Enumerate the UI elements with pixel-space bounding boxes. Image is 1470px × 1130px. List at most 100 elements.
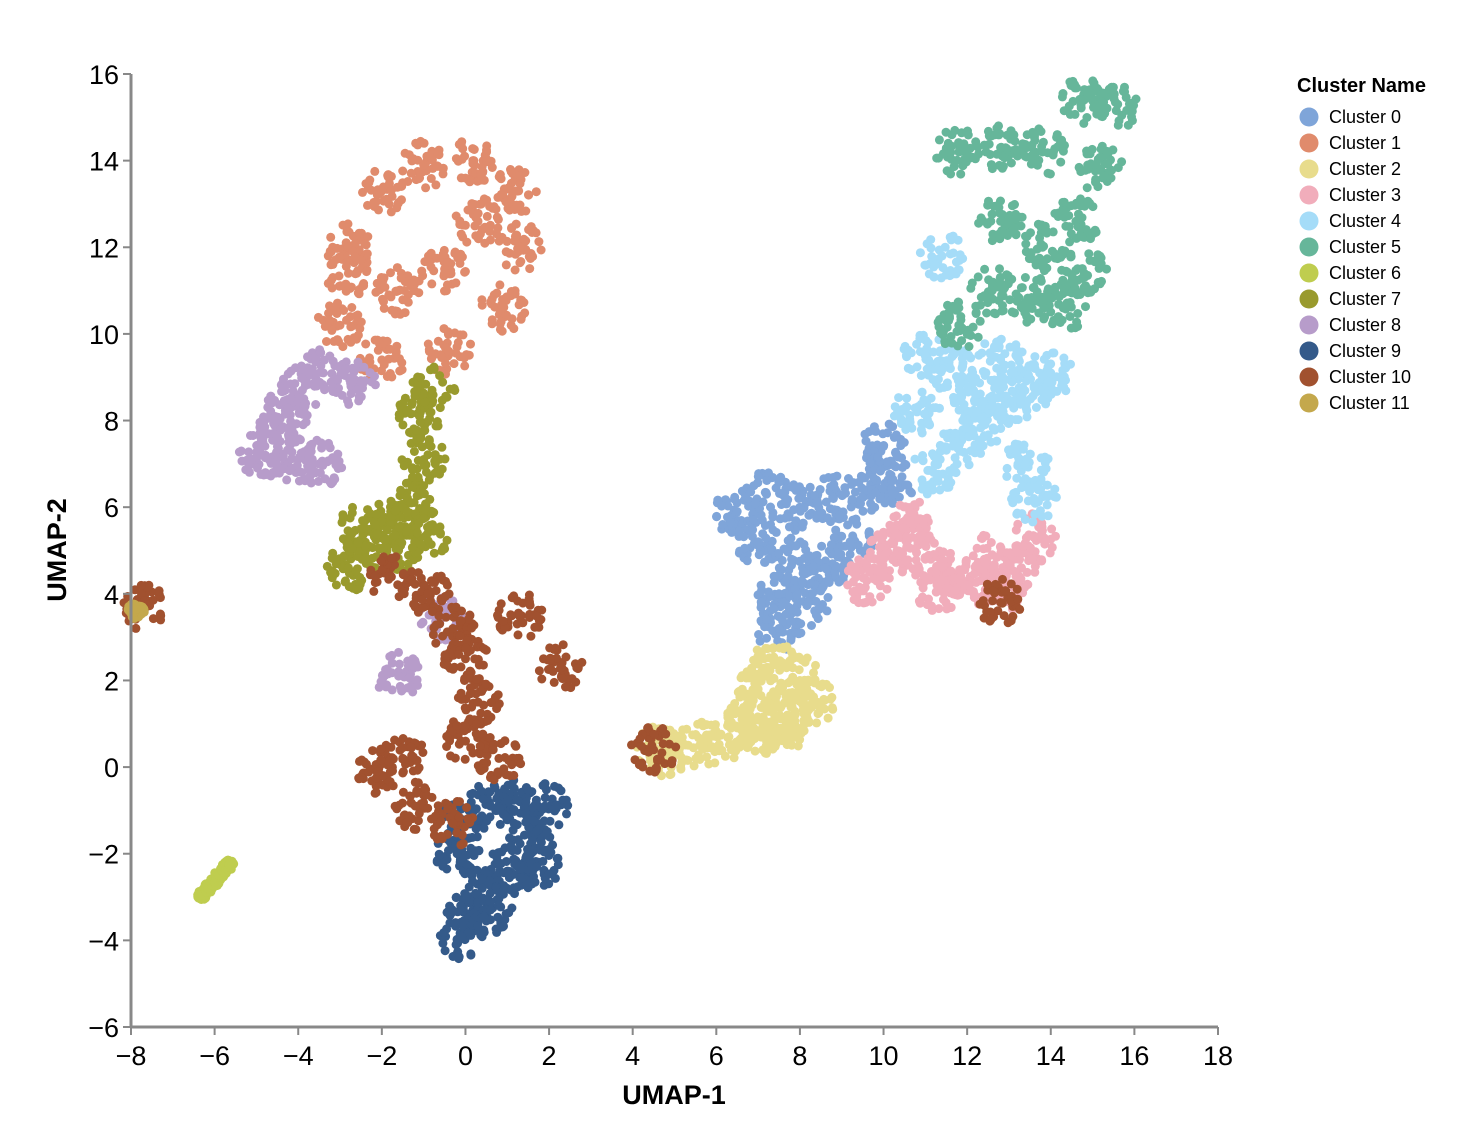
data-point bbox=[341, 261, 351, 271]
data-point bbox=[1012, 508, 1022, 518]
data-point bbox=[343, 268, 353, 278]
data-point bbox=[284, 425, 294, 434]
data-point bbox=[255, 428, 265, 437]
data-point bbox=[432, 417, 442, 426]
data-point bbox=[824, 578, 834, 587]
data-point bbox=[1040, 464, 1050, 474]
data-point bbox=[471, 846, 481, 856]
data-point bbox=[774, 589, 784, 599]
data-point bbox=[798, 518, 808, 528]
data-point bbox=[1026, 228, 1035, 238]
data-point bbox=[954, 147, 964, 157]
data-point bbox=[801, 691, 811, 701]
data-point bbox=[458, 330, 468, 340]
data-point bbox=[506, 291, 516, 301]
data-point bbox=[384, 290, 394, 300]
data-point bbox=[473, 216, 483, 226]
data-point bbox=[362, 267, 371, 277]
data-point bbox=[912, 548, 921, 558]
data-point bbox=[778, 723, 788, 733]
data-point bbox=[735, 724, 745, 734]
data-point bbox=[995, 234, 1005, 244]
data-point bbox=[804, 676, 814, 685]
data-point bbox=[790, 575, 800, 585]
data-point bbox=[1020, 273, 1030, 282]
data-point bbox=[406, 498, 416, 508]
data-point bbox=[929, 272, 939, 282]
data-point bbox=[982, 308, 992, 318]
data-point bbox=[934, 135, 944, 145]
data-point bbox=[464, 898, 474, 908]
data-point bbox=[1047, 542, 1057, 552]
data-point bbox=[515, 171, 525, 181]
data-point bbox=[880, 541, 890, 551]
data-point bbox=[529, 816, 539, 826]
data-point bbox=[1007, 201, 1017, 211]
data-point bbox=[768, 512, 778, 522]
data-point bbox=[929, 538, 939, 548]
data-point bbox=[998, 406, 1008, 416]
data-point bbox=[536, 245, 546, 255]
data-point bbox=[834, 511, 844, 521]
data-point bbox=[1058, 365, 1068, 375]
data-point bbox=[934, 153, 943, 163]
data-point bbox=[455, 258, 465, 268]
data-point bbox=[799, 567, 809, 577]
data-point bbox=[326, 232, 336, 242]
data-point bbox=[902, 532, 912, 542]
data-point bbox=[820, 563, 830, 573]
data-point bbox=[358, 281, 368, 291]
data-point bbox=[1128, 99, 1138, 109]
data-point bbox=[356, 524, 366, 534]
data-point bbox=[380, 535, 390, 545]
data-point bbox=[369, 586, 379, 596]
data-point bbox=[1042, 492, 1052, 502]
data-point bbox=[409, 447, 419, 456]
data-point bbox=[953, 265, 963, 275]
data-point bbox=[919, 571, 929, 581]
data-point bbox=[224, 860, 234, 870]
data-point bbox=[324, 308, 333, 318]
data-point bbox=[903, 481, 913, 490]
data-point bbox=[774, 624, 784, 633]
data-point bbox=[256, 437, 266, 447]
data-point bbox=[360, 516, 370, 526]
data-point bbox=[787, 740, 797, 750]
data-point bbox=[485, 896, 495, 906]
data-point bbox=[293, 455, 303, 464]
data-point bbox=[1118, 86, 1128, 96]
data-point bbox=[431, 620, 441, 630]
data-point bbox=[455, 220, 465, 229]
data-point bbox=[915, 248, 925, 258]
data-point bbox=[903, 345, 913, 355]
data-point bbox=[1061, 221, 1071, 231]
data-point bbox=[325, 315, 335, 325]
data-point bbox=[1064, 101, 1074, 111]
data-point bbox=[776, 472, 786, 482]
data-point bbox=[348, 377, 358, 387]
data-point bbox=[542, 827, 552, 836]
data-point bbox=[921, 260, 931, 270]
data-point bbox=[817, 541, 827, 551]
data-point bbox=[470, 200, 480, 209]
data-point bbox=[294, 408, 304, 418]
data-point bbox=[884, 573, 894, 583]
data-point bbox=[414, 288, 424, 298]
data-point bbox=[742, 556, 752, 566]
data-point bbox=[946, 148, 956, 158]
data-point bbox=[435, 522, 445, 532]
data-point bbox=[781, 689, 791, 699]
data-point bbox=[952, 155, 962, 165]
data-point bbox=[532, 826, 542, 836]
data-point bbox=[487, 163, 497, 172]
data-point bbox=[954, 320, 964, 330]
data-point bbox=[331, 580, 341, 590]
data-point bbox=[1029, 533, 1039, 542]
data-point bbox=[266, 458, 276, 468]
data-point bbox=[451, 602, 461, 612]
data-point bbox=[440, 591, 450, 601]
data-point bbox=[417, 442, 427, 452]
data-point bbox=[862, 576, 872, 586]
data-points bbox=[119, 76, 1141, 964]
data-point bbox=[431, 349, 440, 359]
